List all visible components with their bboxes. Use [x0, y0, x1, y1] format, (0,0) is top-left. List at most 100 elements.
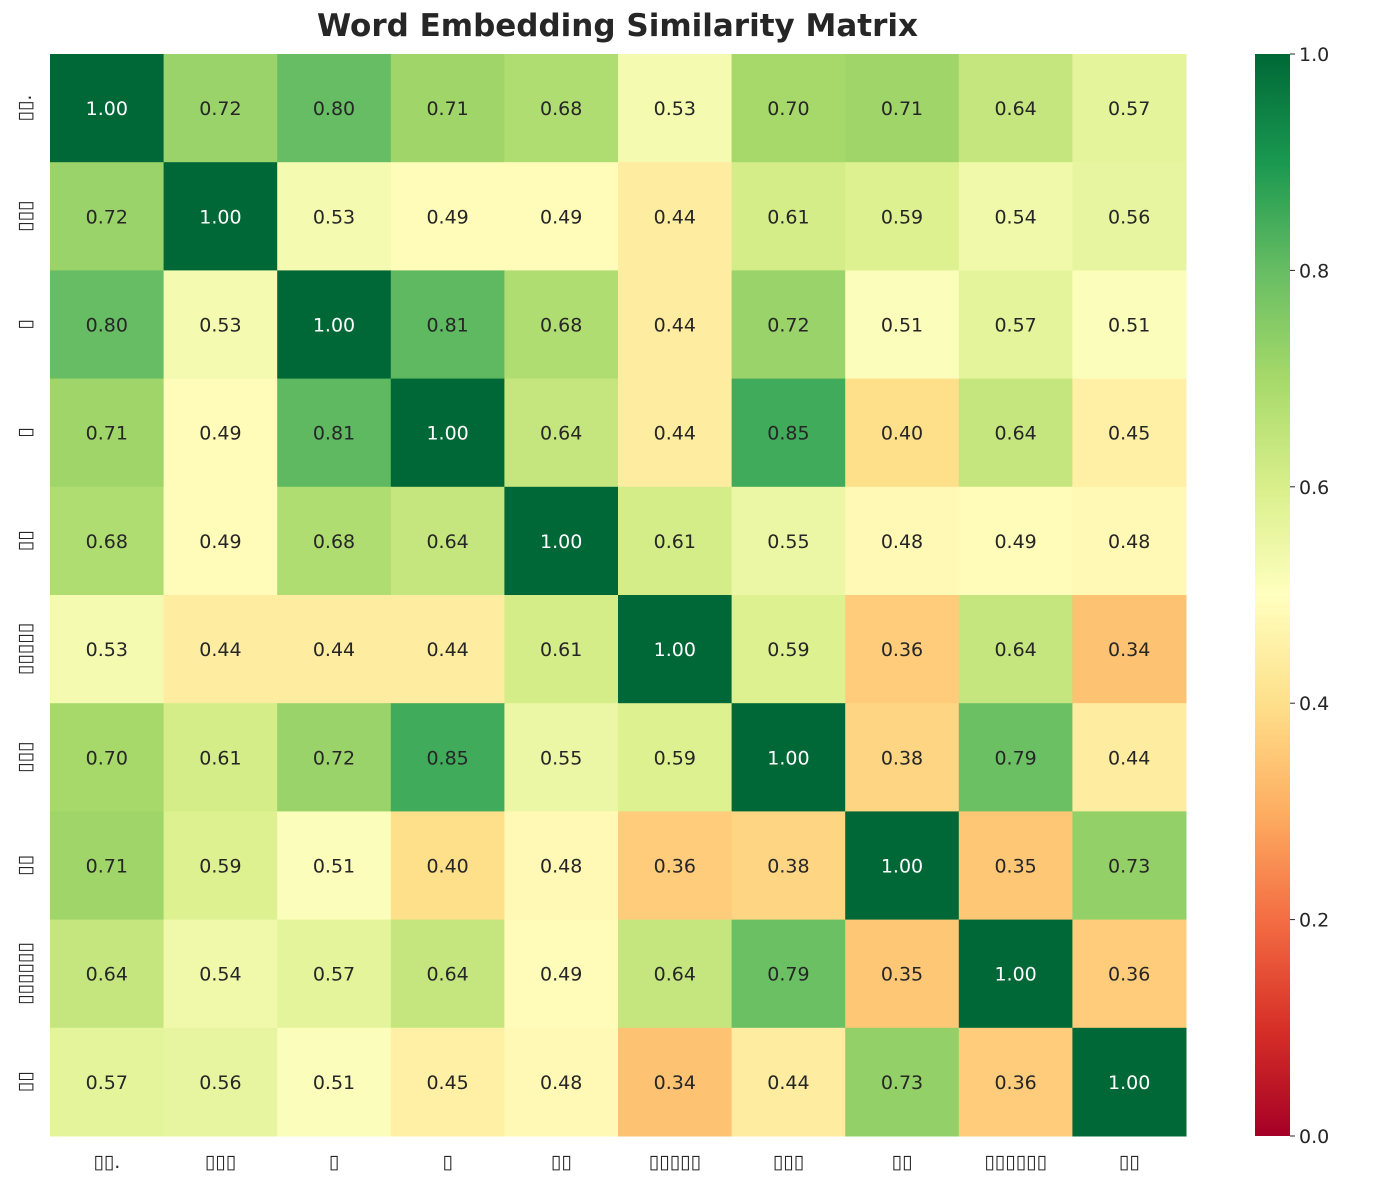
cell-label: 0.68 — [313, 531, 355, 553]
heatmap-cell — [1072, 595, 1187, 704]
heatmap-cell — [845, 54, 960, 163]
heatmap-cell — [618, 595, 733, 704]
cell-label: 0.81 — [313, 423, 355, 445]
heatmap-cell — [618, 486, 733, 596]
cell-label: 0.45 — [1108, 423, 1150, 445]
heatmap-cell — [390, 703, 505, 812]
colorbar-tick-label: 0.0 — [1299, 1126, 1329, 1148]
cell-label: 0.44 — [199, 639, 241, 661]
cell-label: 0.57 — [86, 1072, 128, 1094]
heatmap-cell — [618, 270, 733, 380]
y-tick-label: ▯▯▯▯▯ — [14, 623, 36, 675]
cell-label: 0.81 — [426, 315, 468, 337]
heatmap-cell — [731, 1027, 846, 1137]
heatmap-cell — [845, 162, 960, 271]
cell-label: 0.49 — [540, 964, 582, 986]
colorbar-tick-label: 0.6 — [1299, 477, 1329, 499]
cell-label: 0.45 — [426, 1072, 468, 1094]
heatmap-cell — [504, 378, 619, 488]
heatmap-cell — [390, 162, 505, 271]
chart-title: Word Embedding Similarity Matrix — [316, 8, 919, 44]
cell-label: 0.68 — [540, 98, 582, 120]
heatmap-cell — [504, 919, 619, 1029]
heatmap-cell — [958, 1027, 1073, 1137]
heatmap-cell — [50, 486, 165, 596]
heatmap-cell — [163, 811, 278, 921]
heatmap-cell — [1072, 162, 1187, 271]
heatmap-cell — [958, 486, 1073, 596]
cell-label: 0.64 — [654, 964, 696, 986]
heatmap-cell — [50, 811, 165, 921]
x-tick-label: ▯ — [442, 1151, 452, 1173]
cell-label: 0.72 — [767, 315, 809, 337]
heatmap-cell — [50, 378, 165, 488]
heatmap-cell — [163, 703, 278, 812]
cell-label: 1.00 — [199, 206, 241, 228]
cell-label: 0.53 — [86, 639, 128, 661]
cell-label: 0.71 — [881, 98, 923, 120]
heatmap-cell — [390, 378, 505, 488]
heatmap-cell — [277, 54, 392, 163]
heatmap-cell — [1072, 703, 1187, 812]
colorbar-tick-label: 0.8 — [1299, 260, 1329, 282]
cell-label: 0.71 — [86, 423, 128, 445]
heatmap-cell — [845, 270, 960, 380]
heatmap-cell — [390, 595, 505, 704]
heatmap-cell — [390, 54, 505, 163]
heatmap-cell — [845, 1027, 960, 1137]
heatmap-cell — [1072, 811, 1187, 921]
heatmap-cell — [845, 703, 960, 812]
cell-label: 0.85 — [426, 747, 468, 769]
y-tick-label: ▯▯▯ — [14, 201, 36, 232]
cell-label: 0.48 — [540, 856, 582, 878]
cell-label: 0.73 — [881, 1072, 923, 1094]
cell-label: 0.79 — [994, 747, 1036, 769]
cell-label: 0.49 — [426, 206, 468, 228]
cell-label: 1.00 — [540, 531, 582, 553]
heatmap-cell — [731, 919, 846, 1029]
cell-label: 0.55 — [767, 531, 809, 553]
y-tick-label: ▯▯ — [14, 530, 36, 551]
heatmap-cell — [731, 811, 846, 921]
y-tick-label: ▯▯▯▯▯▯ — [14, 942, 36, 1005]
heatmap-cell — [1072, 919, 1187, 1029]
cell-label: 0.61 — [654, 531, 696, 553]
heatmap-cell — [277, 919, 392, 1029]
cell-label: 0.49 — [199, 531, 241, 553]
cell-label: 0.85 — [767, 423, 809, 445]
cell-label: 0.59 — [654, 747, 696, 769]
heatmap-cell — [1072, 486, 1187, 596]
heatmap-cell — [163, 919, 278, 1029]
cell-label: 0.64 — [540, 423, 582, 445]
cell-label: 0.80 — [86, 315, 128, 337]
cell-label: 0.48 — [1108, 531, 1150, 553]
cell-label: 0.73 — [1108, 856, 1150, 878]
cell-label: 0.64 — [994, 98, 1036, 120]
cell-label: 0.71 — [426, 98, 468, 120]
heatmap-cell — [958, 378, 1073, 488]
colorbar — [1255, 54, 1290, 1136]
cell-label: 0.36 — [654, 856, 696, 878]
heatmap-cell — [618, 162, 733, 271]
cell-label: 0.64 — [426, 964, 468, 986]
colorbar-tick-label: 0.4 — [1299, 693, 1329, 715]
cell-label: 0.36 — [1108, 964, 1150, 986]
heatmap-cell — [163, 54, 278, 163]
heatmap-cell — [163, 595, 278, 704]
heatmap-cell — [50, 703, 165, 812]
y-tick-label: ▯▯ — [14, 1071, 36, 1092]
cell-label: 0.48 — [881, 531, 923, 553]
cell-label: 0.54 — [994, 206, 1036, 228]
cell-label: 1.00 — [881, 856, 923, 878]
x-tick-label: ▯ — [329, 1151, 339, 1173]
cell-label: 0.72 — [86, 206, 128, 228]
heatmap-cell — [958, 919, 1073, 1029]
cell-label: 0.44 — [426, 639, 468, 661]
heatmap-cell — [504, 703, 619, 812]
cell-label: 0.70 — [767, 98, 809, 120]
cell-label: 0.40 — [426, 856, 468, 878]
cell-label: 0.61 — [767, 206, 809, 228]
cell-label: 0.57 — [1108, 98, 1150, 120]
cell-label: 0.35 — [881, 964, 923, 986]
cell-label: 0.34 — [654, 1072, 696, 1094]
